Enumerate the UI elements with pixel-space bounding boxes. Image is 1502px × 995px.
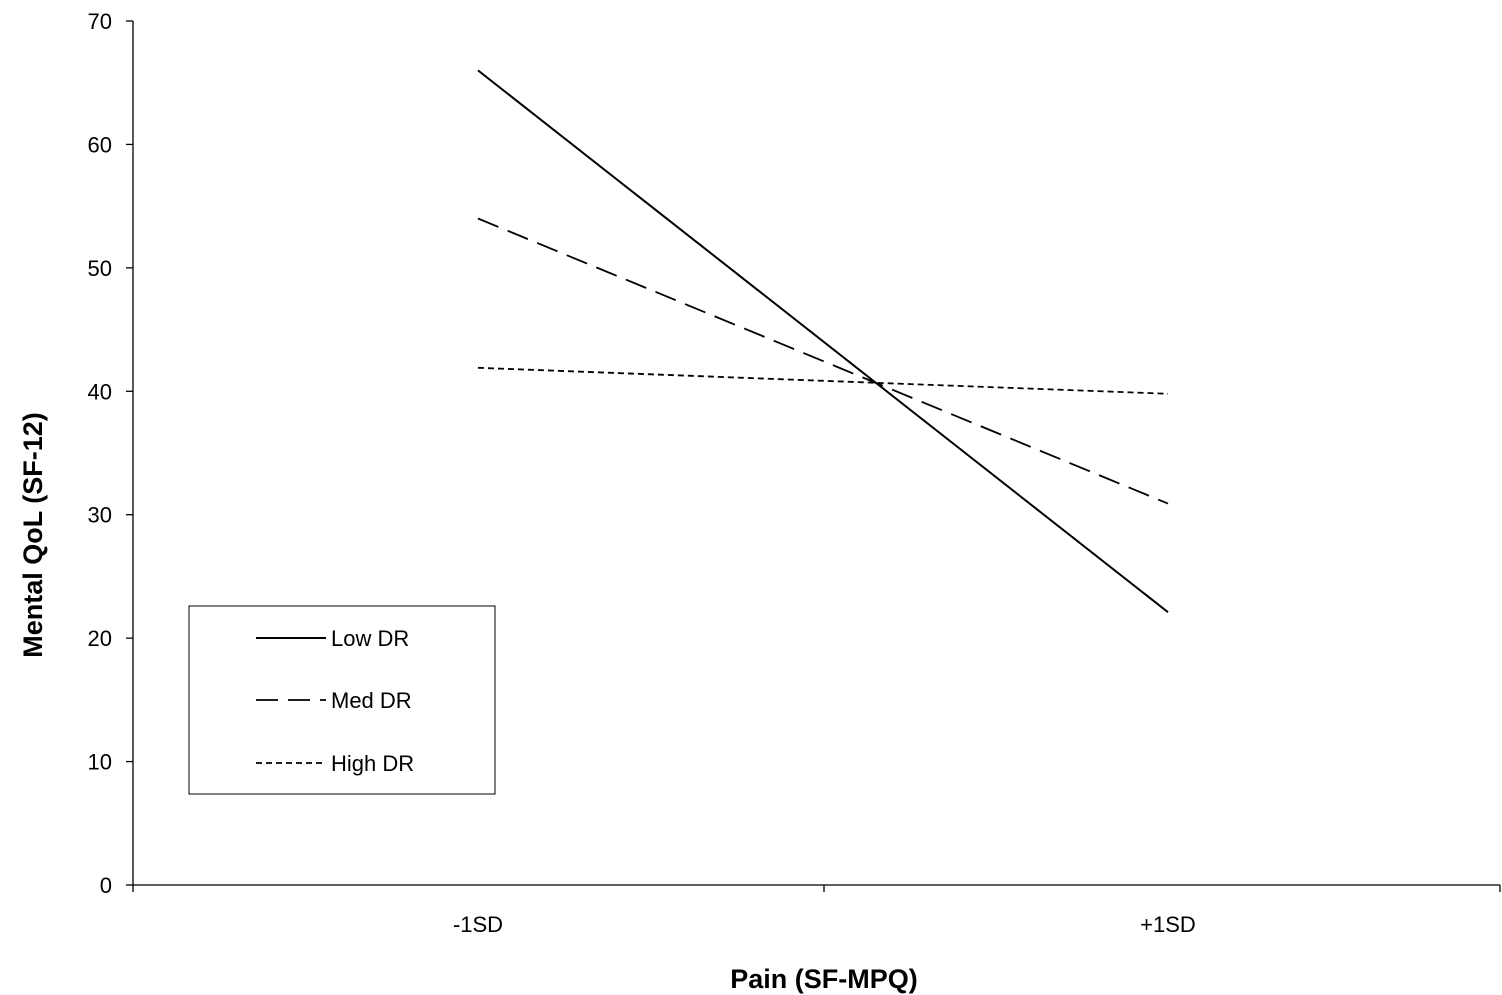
y-tick-label: 0 [100, 873, 112, 898]
axes-group: 0 10 20 30 40 50 60 70 -1SD +1SD [88, 9, 1501, 937]
y-axis-title: Mental QoL (SF-12) [18, 412, 48, 658]
legend-label: Med DR [331, 688, 412, 713]
y-tick-label: 40 [88, 379, 112, 404]
legend-box [188, 605, 496, 795]
x-tick-label: -1SD [453, 912, 503, 937]
y-tick-label: 20 [88, 626, 112, 651]
y-tick-label: 60 [88, 132, 112, 157]
legend-label: High DR [331, 751, 414, 776]
y-tick-label: 30 [88, 503, 112, 528]
series-layer [477, 69, 1169, 613]
series-line-low-dr [477, 69, 1169, 613]
x-tick-label: +1SD [1140, 912, 1196, 937]
legend: Low DR Med DR High DR [188, 605, 496, 795]
x-axis-title: Pain (SF-MPQ) [730, 964, 918, 994]
series-line-high-dr [477, 366, 1169, 395]
y-tick-label: 70 [88, 9, 112, 34]
series-line-med-dr [477, 217, 1169, 505]
legend-label: Low DR [331, 626, 409, 651]
y-tick-label: 50 [88, 256, 112, 281]
y-tick-label: 10 [88, 750, 112, 775]
